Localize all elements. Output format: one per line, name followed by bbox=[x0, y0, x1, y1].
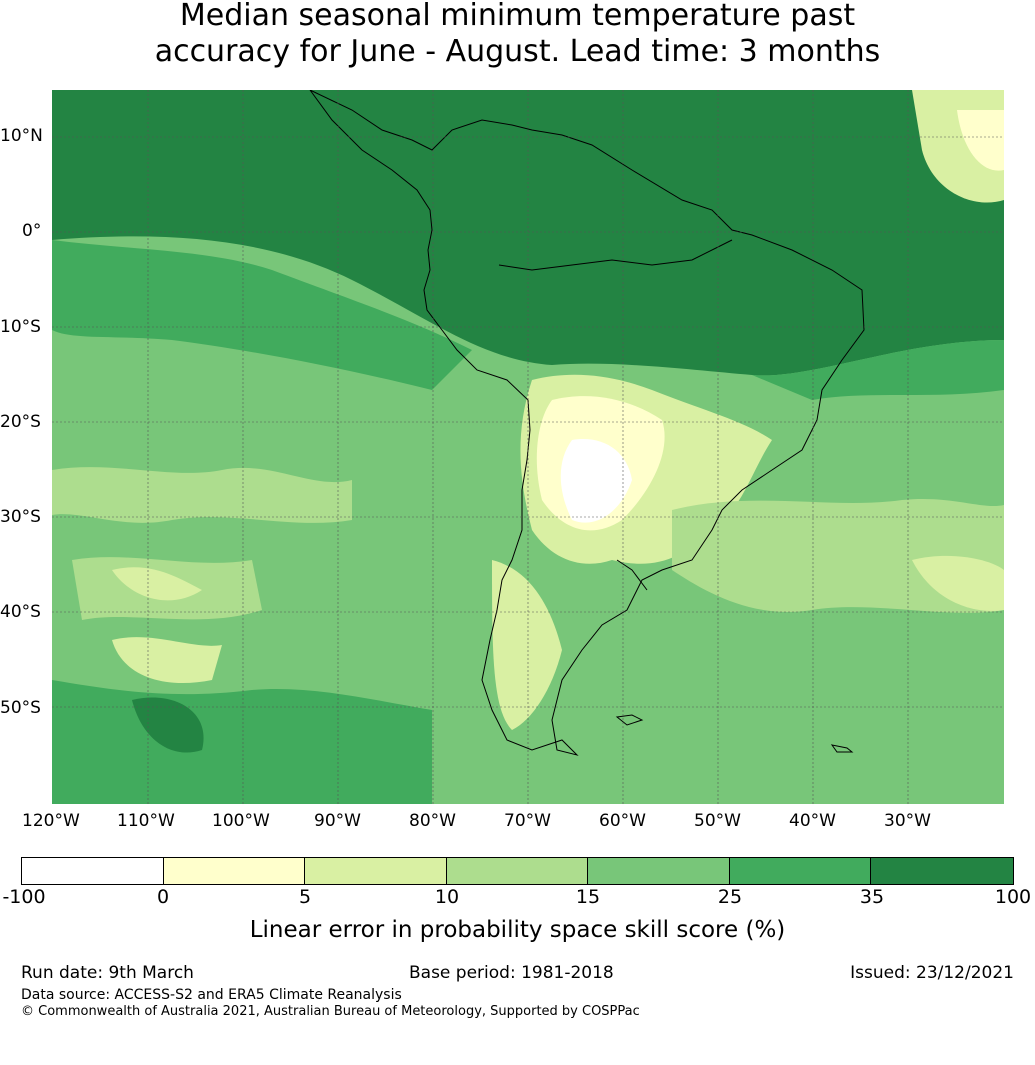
lon-label-90w: 90°W bbox=[314, 811, 361, 831]
tropical-atlantic-zone bbox=[752, 340, 1004, 400]
lon-label-70w: 70°W bbox=[504, 811, 551, 831]
base-period: Base period: 1981-2018 bbox=[409, 963, 614, 983]
colorbar-label: Linear error in probability space skill … bbox=[249, 917, 786, 943]
lon-label-110w: 110°W bbox=[117, 811, 175, 831]
south-atlantic-patch bbox=[912, 555, 1004, 611]
lon-label-120w: 120°W bbox=[22, 811, 80, 831]
lat-label-20s: 20°S bbox=[0, 412, 41, 432]
data-source: Data source: ACCESS-S2 and ERA5 Climate … bbox=[21, 987, 402, 1003]
pacific-band-1 bbox=[52, 467, 352, 523]
colorbar-segment-0 bbox=[22, 858, 164, 884]
eastern-pacific-zone bbox=[52, 240, 472, 390]
copyright: © Commonwealth of Australia 2021, Austra… bbox=[21, 1004, 640, 1019]
colorbar-tick-0: 0 bbox=[156, 886, 170, 908]
lat-label-50s: 50°S bbox=[0, 698, 41, 718]
north-atlantic-lowest-skill bbox=[957, 110, 1004, 171]
graticule bbox=[52, 90, 1004, 804]
lon-label-80w: 80°W bbox=[409, 811, 456, 831]
issued-date: Issued: 23/12/2021 bbox=[850, 963, 1014, 983]
colorbar-tick-100: 100 bbox=[994, 886, 1032, 908]
colorbar bbox=[21, 857, 1014, 885]
lon-label-60w: 60°W bbox=[599, 811, 646, 831]
southern-pacific-high-skill bbox=[132, 697, 204, 753]
colorbar-tick-25: 25 bbox=[717, 886, 743, 908]
lon-label-100w: 100°W bbox=[212, 811, 270, 831]
colorbar-segment-6 bbox=[871, 858, 1014, 884]
lon-label-50w: 50°W bbox=[694, 811, 741, 831]
south-georgia bbox=[830, 744, 854, 753]
lat-label-40s: 40°S bbox=[0, 602, 41, 622]
amazon-river bbox=[498, 239, 733, 271]
lat-label-10s: 10°S bbox=[0, 317, 41, 337]
colorbar-segment-2 bbox=[305, 858, 448, 884]
lon-label-30w: 30°W bbox=[884, 811, 931, 831]
coastline bbox=[309, 90, 865, 756]
colorbar-tick-5: 5 bbox=[298, 886, 312, 908]
patagonia-low-skill bbox=[492, 560, 562, 730]
colorbar-segment-4 bbox=[587, 858, 730, 884]
colorbar-segment-5 bbox=[729, 858, 872, 884]
colorbar-tick-15: 15 bbox=[575, 886, 601, 908]
colorbar-segment-1 bbox=[163, 858, 306, 884]
lat-label-30s: 30°S bbox=[0, 507, 41, 527]
south-atlantic-band bbox=[672, 498, 1004, 613]
continental-no-skill-zone bbox=[560, 439, 632, 523]
pacific-patch-3 bbox=[112, 567, 202, 601]
skill-score-map bbox=[52, 90, 1004, 804]
pacific-patch-4 bbox=[112, 637, 222, 684]
map-title-line-1: Median seasonal minimum temperature past bbox=[179, 0, 856, 33]
map-title-line-2: accuracy for June - August. Lead time: 3… bbox=[154, 34, 881, 69]
tropical-high-skill-zone bbox=[52, 90, 1004, 376]
colorbar-segment-3 bbox=[447, 858, 588, 884]
falkland-islands bbox=[615, 714, 644, 726]
lat-label-0: 0° bbox=[22, 221, 42, 241]
river-plate bbox=[616, 559, 648, 591]
run-date: Run date: 9th March bbox=[21, 963, 194, 983]
map-canvas bbox=[52, 90, 1004, 804]
lat-label-10n: 10°N bbox=[0, 126, 43, 146]
colorbar-tick-35: 35 bbox=[859, 886, 885, 908]
colorbar-tick-10: 10 bbox=[434, 886, 460, 908]
colorbar-tick-minus100: -100 bbox=[2, 886, 46, 908]
lon-label-40w: 40°W bbox=[789, 811, 836, 831]
